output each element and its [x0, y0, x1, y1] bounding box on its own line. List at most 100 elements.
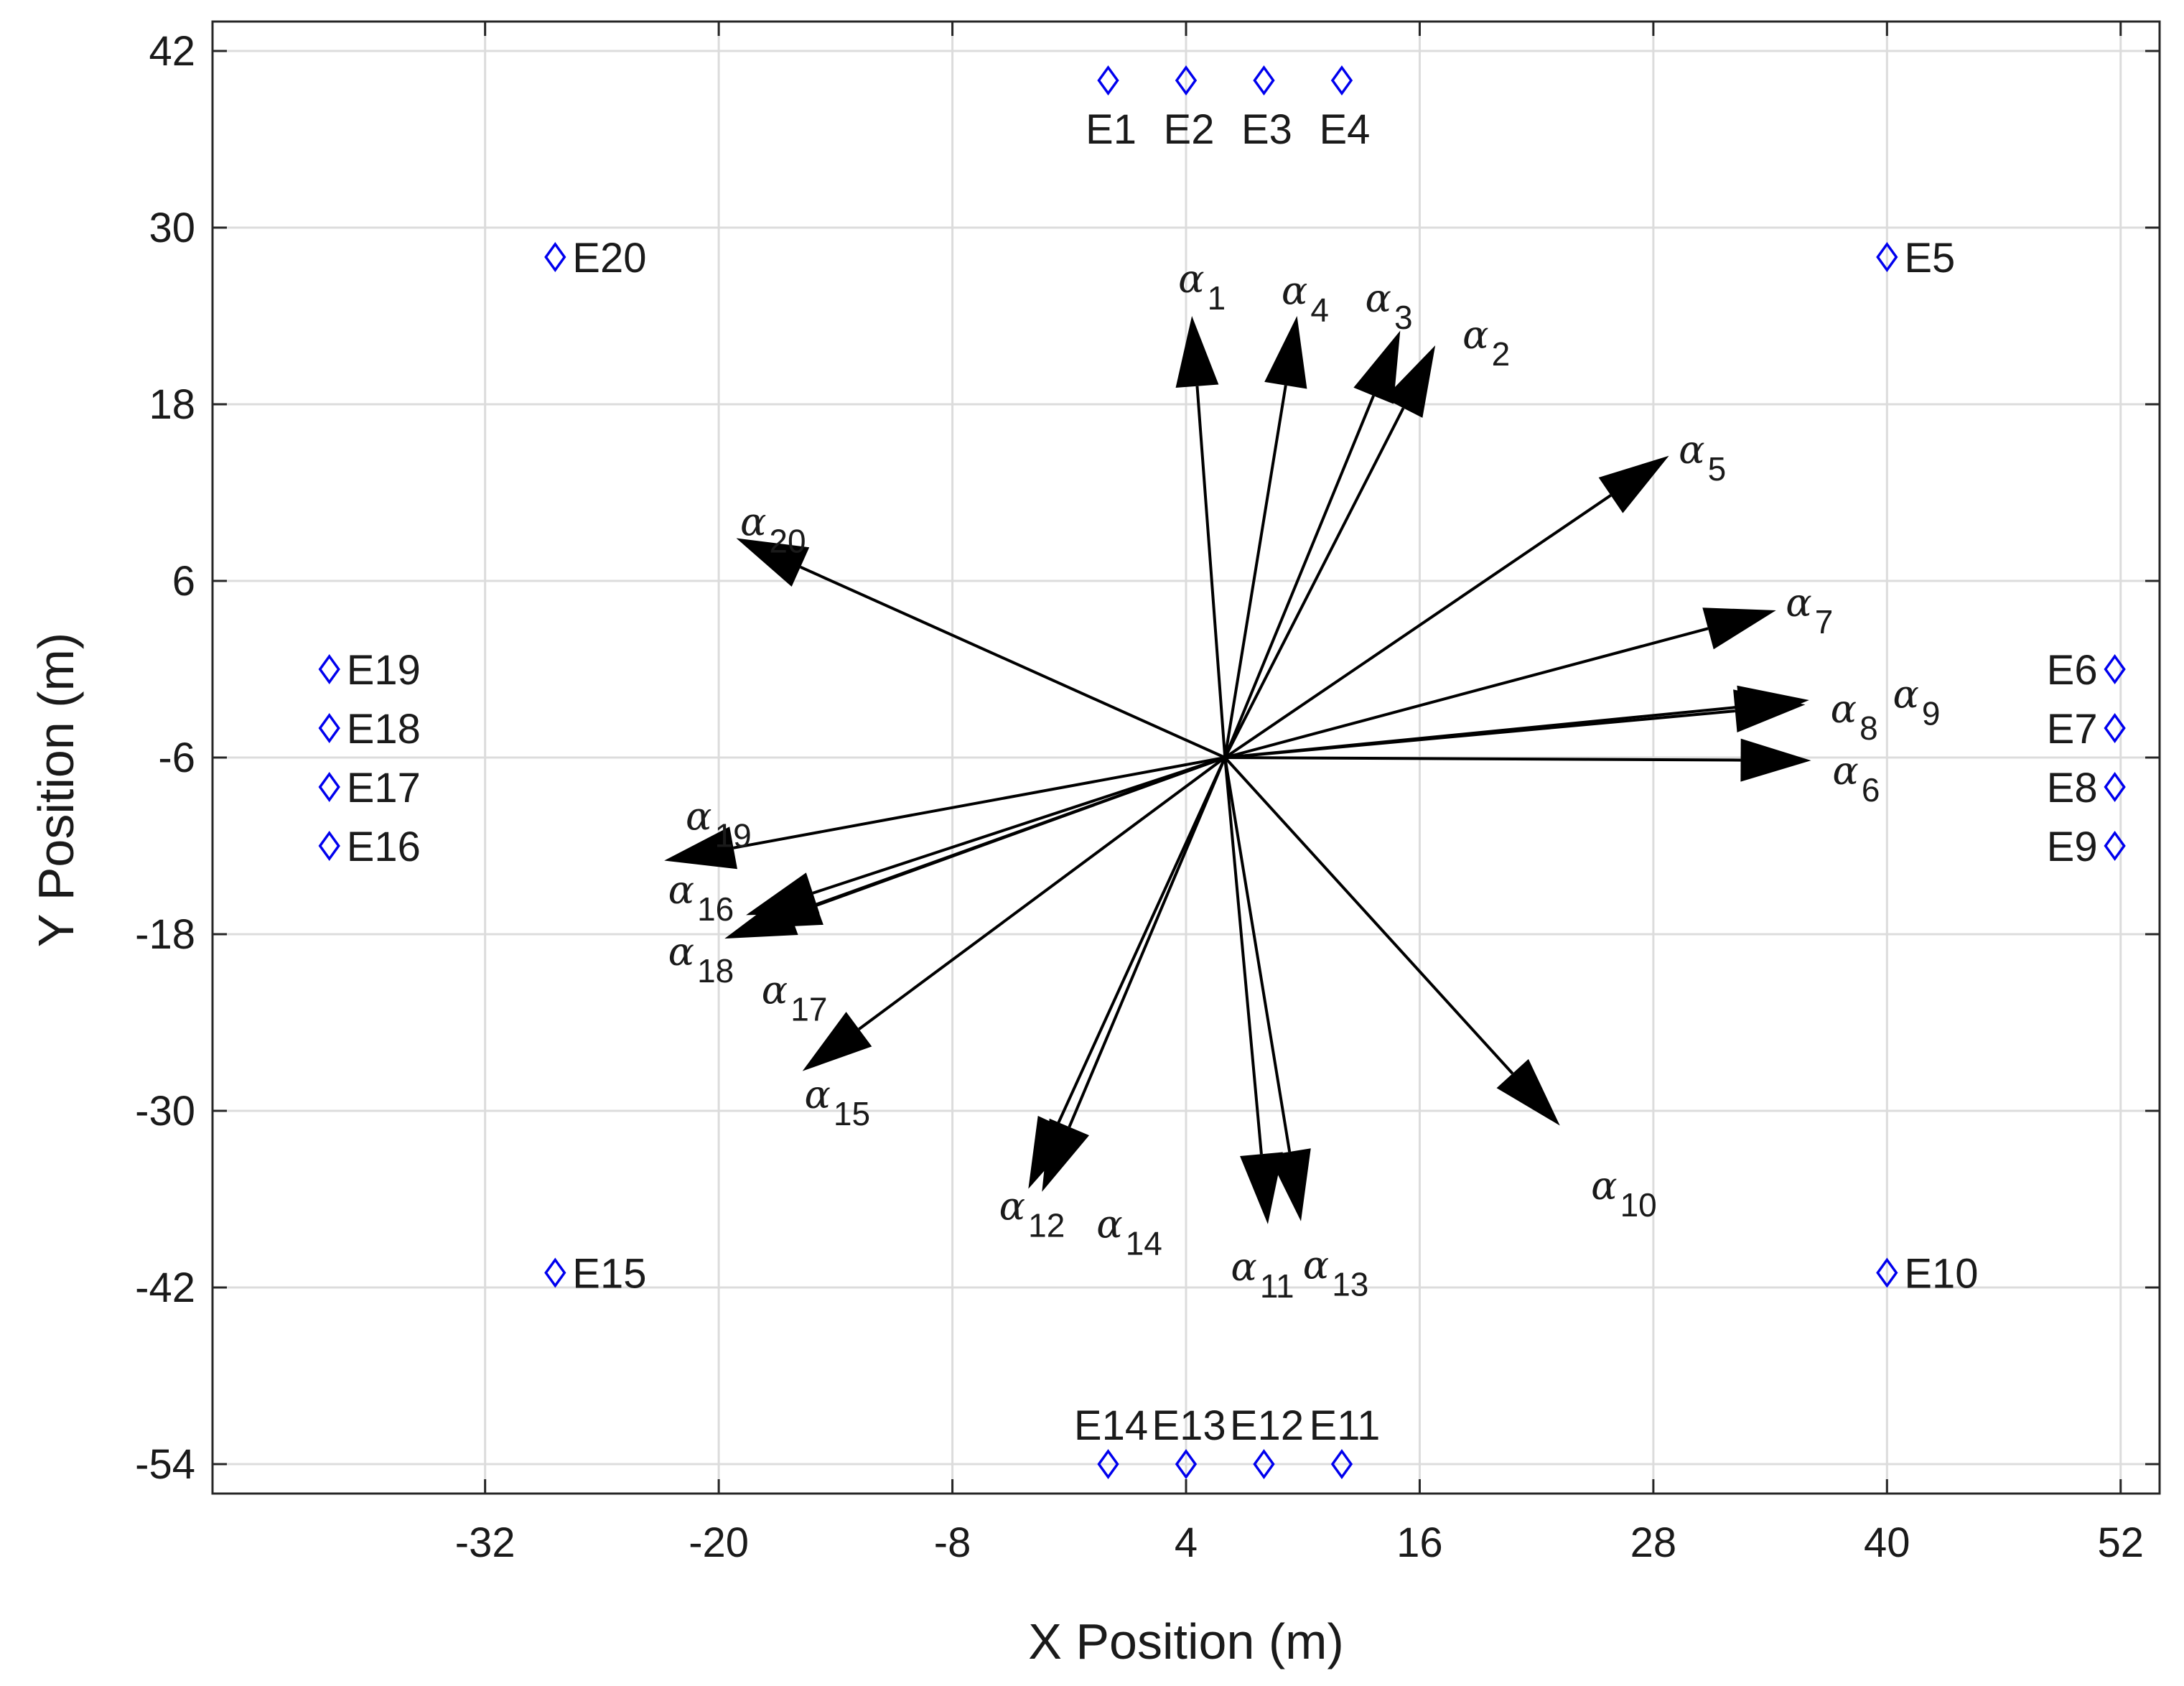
arrow-shaft — [1223, 407, 1405, 758]
arrow-label: α5 — [1679, 427, 1726, 488]
arrow-shaft — [800, 565, 1226, 759]
emitter-label: E6 — [2047, 647, 2098, 694]
emitter-label: E2 — [1164, 106, 1215, 153]
emitter-label: E16 — [347, 824, 421, 870]
x-tick-label: -32 — [455, 1519, 515, 1566]
x-tick-label: -20 — [689, 1519, 749, 1566]
arrow-label: α10 — [1591, 1163, 1657, 1224]
arrow-shaft — [1223, 757, 1292, 1152]
emitter-label: E17 — [347, 765, 421, 811]
arrow-alpha-2: α2 — [1223, 312, 1510, 758]
arrow-shaft — [1056, 757, 1227, 1126]
arrow-label: α7 — [1786, 580, 1833, 641]
emitter-label: E11 — [1310, 1402, 1381, 1449]
arrow-alpha-5: α5 — [1224, 427, 1726, 759]
y-tick-label: 30 — [149, 205, 195, 251]
arrow-alpha-3: α3 — [1223, 276, 1413, 758]
arrow-shaft — [1223, 756, 1514, 1075]
emitter-e15: E15 — [544, 1251, 647, 1298]
arrow-head — [802, 1012, 872, 1071]
y-tick-label: -6 — [158, 735, 195, 781]
grid-layer — [213, 22, 2160, 1494]
emitter-e11: E11 — [1310, 1402, 1381, 1479]
arrow-label: α18 — [668, 929, 734, 989]
arrow-label: α20 — [740, 499, 806, 559]
arrow-alpha-16: α16 — [668, 756, 1226, 928]
emitter-marker — [1097, 1449, 1119, 1479]
arrow-shaft — [1225, 756, 1741, 762]
arrow-alpha-8: α8 — [1225, 685, 1878, 759]
arrow-head — [1175, 316, 1219, 388]
y-tick-label: 18 — [149, 381, 195, 428]
emitter-marker — [318, 831, 340, 861]
emitter-marker — [2104, 713, 2126, 743]
arrow-label: α6 — [1832, 748, 1880, 809]
emitter-marker — [318, 713, 340, 743]
emitter-e14: E14 — [1074, 1402, 1148, 1479]
emitter-marker — [544, 242, 566, 272]
emitter-label: E15 — [572, 1251, 646, 1298]
arrow-alpha-19: α19 — [664, 756, 1226, 870]
arrow-label: α9 — [1893, 671, 1940, 732]
arrow-head — [1740, 738, 1811, 782]
emitter-e20: E20 — [544, 235, 647, 281]
emitter-label: E3 — [1241, 106, 1292, 153]
arrow-shaft — [812, 756, 1226, 895]
arrow-label: α2 — [1462, 312, 1510, 373]
emitter-label: E7 — [2047, 706, 2098, 753]
x-tick-label: 52 — [2098, 1519, 2145, 1566]
arrow-label: α14 — [1096, 1201, 1162, 1262]
emitter-e9: E9 — [2047, 824, 2126, 870]
arrow-head — [1496, 1058, 1560, 1126]
emitter-label: E9 — [2047, 824, 2098, 870]
emitter-marker — [1097, 65, 1119, 96]
arrow-alpha-18: α18 — [668, 756, 1226, 989]
arrow-shaft — [1223, 385, 1287, 758]
emitter-marker — [1175, 65, 1198, 96]
emitter-e10: E10 — [1876, 1251, 1979, 1298]
arrow-alpha-7: α7 — [1224, 580, 1833, 759]
emitter-label: E18 — [347, 706, 421, 753]
arrow-label: α3 — [1366, 276, 1413, 336]
arrow-shaft — [1223, 757, 1263, 1155]
emitter-marker — [2104, 831, 2126, 861]
y-tick-label: -54 — [135, 1441, 195, 1488]
emitter-label: E4 — [1319, 106, 1370, 153]
arrow-shaft — [1195, 386, 1227, 758]
emitter-e19: E19 — [318, 647, 421, 694]
arrow-label: α15 — [804, 1072, 870, 1132]
arrow-alpha-1: α1 — [1175, 256, 1227, 758]
y-axis-label: Y Position (m) — [28, 633, 84, 947]
emitter-e17: E17 — [318, 765, 421, 811]
x-tick-label: 16 — [1396, 1519, 1443, 1566]
arrow-shaft — [733, 756, 1226, 849]
x-tick-label: -8 — [934, 1519, 971, 1566]
arrow-head — [1240, 1152, 1283, 1224]
x-tick-label: 28 — [1630, 1519, 1677, 1566]
emitter-marker — [1253, 65, 1275, 96]
emitter-marker — [318, 772, 340, 802]
emitter-label: E12 — [1230, 1402, 1304, 1449]
emitter-label: E5 — [1904, 235, 1955, 281]
arrow-shaft — [1223, 395, 1375, 758]
y-tick-label: -42 — [135, 1264, 195, 1311]
arrow-alpha-6: α6 — [1225, 738, 1880, 809]
arrow-head — [1268, 1148, 1311, 1221]
y-tick-label: 6 — [172, 558, 195, 605]
arrow-label: α8 — [1831, 686, 1878, 747]
arrow-alpha-4: α4 — [1223, 269, 1329, 758]
x-tick-label: 4 — [1175, 1519, 1198, 1566]
x-axis-label: X Position (m) — [1028, 1613, 1344, 1669]
arrow-shaft — [858, 756, 1226, 1030]
emitter-marker — [1175, 1449, 1198, 1479]
arrow-shaft — [790, 756, 1226, 916]
arrow-shaft — [1224, 494, 1612, 759]
arrow-label: α19 — [686, 793, 752, 854]
x-tick-label: 40 — [1864, 1519, 1910, 1566]
emitter-label: E14 — [1074, 1402, 1148, 1449]
arrow-head — [1353, 330, 1401, 404]
arrow-label: α16 — [668, 867, 734, 928]
arrow-alpha-15: α15 — [802, 756, 1226, 1132]
arrow-shaft — [1068, 757, 1227, 1128]
